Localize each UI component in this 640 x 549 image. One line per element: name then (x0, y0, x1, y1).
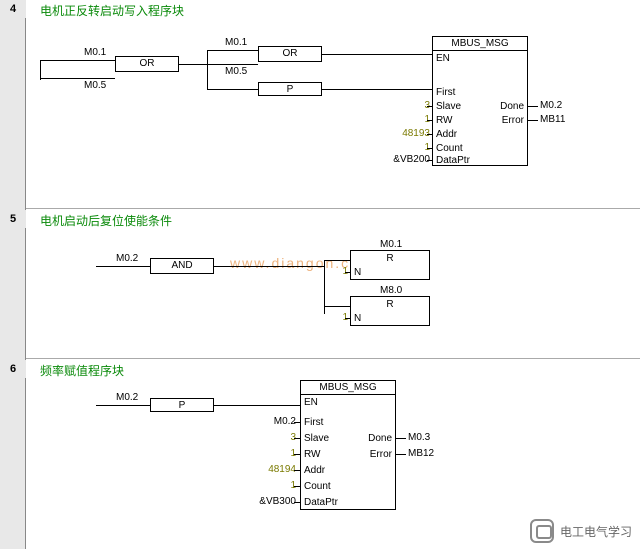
mbus-msg-2: MBUS_MSG EN First Slave RW Addr Count Da… (300, 380, 396, 510)
network-sidebar (0, 0, 26, 549)
reset-top-label: M8.0 (380, 285, 402, 296)
fb-pin-error: Error (502, 115, 524, 126)
contact-label: M0.5 (84, 80, 106, 91)
contact-label: M0.1 (225, 37, 247, 48)
reset-top-label: M0.1 (380, 239, 402, 250)
fb-pin-dataptr: DataPtr (436, 155, 470, 166)
network-title-4: 电机正反转启动写入程序块 (40, 2, 184, 19)
wire (207, 64, 258, 65)
fb-ext: 48193 (396, 128, 430, 139)
fb-title: MBUS_MSG (433, 37, 527, 51)
fb-pin-slave: Slave (304, 433, 329, 444)
wire (345, 272, 350, 273)
fb-pin-rw: RW (304, 449, 320, 460)
wire (179, 64, 207, 65)
p-gate-1: P (258, 82, 322, 96)
wire (528, 106, 538, 107)
reset-n: N (354, 267, 361, 278)
wire (396, 438, 406, 439)
wire (345, 318, 350, 319)
p-gate-2: P (150, 398, 214, 412)
fb-pin-error: Error (370, 449, 392, 460)
or-gate-1: OR (115, 56, 179, 72)
network-number-4: 4 (0, 0, 26, 18)
network-number-6: 6 (0, 360, 26, 378)
wire (96, 405, 150, 406)
contact-label: M0.1 (84, 47, 106, 58)
wire (40, 60, 41, 80)
wire (294, 454, 300, 455)
fb-pin-en: EN (436, 53, 450, 64)
fb-pin-first: First (436, 87, 455, 98)
wire (294, 502, 300, 503)
fb-ext: M0.2 (540, 100, 562, 111)
contact-label: M0.2 (116, 392, 138, 403)
fb-ext: M0.2 (266, 416, 296, 427)
wire (427, 148, 432, 149)
fb-pin-slave: Slave (436, 101, 461, 112)
wire (294, 486, 300, 487)
contact-label: M0.2 (116, 253, 138, 264)
network-number-5: 5 (0, 210, 26, 228)
fb-pin-done: Done (368, 433, 392, 444)
wire (294, 422, 300, 423)
fb-pin-count: Count (436, 143, 463, 154)
contact-label: M0.5 (225, 66, 247, 77)
reset-r: R (351, 253, 429, 264)
divider (26, 208, 640, 209)
fb-ext: MB11 (540, 114, 565, 125)
fb-ext: MB12 (408, 448, 434, 459)
wire (207, 50, 258, 51)
network-title-6: 频率赋值程序块 (40, 362, 124, 379)
wire (427, 134, 432, 135)
wire (294, 470, 300, 471)
fb-pin-dataptr: DataPtr (304, 497, 338, 508)
divider (26, 358, 640, 359)
footer-credit: 电工电气学习 (530, 519, 632, 543)
wire (214, 266, 324, 267)
and-gate-1: AND (150, 258, 214, 274)
fb-pin-count: Count (304, 481, 331, 492)
wire (322, 54, 432, 55)
wire (96, 266, 150, 267)
wire (427, 120, 432, 121)
wire (294, 438, 300, 439)
wire (214, 405, 300, 406)
wire (207, 89, 258, 90)
wire (322, 89, 432, 90)
wire (324, 260, 350, 261)
wire (427, 160, 432, 161)
fb-pin-first: First (304, 417, 323, 428)
reset-r: R (351, 299, 429, 310)
fb-ext: &VB300 (254, 496, 296, 507)
fb-ext: &VB200 (388, 154, 430, 165)
mbus-msg-1: MBUS_MSG EN First Slave RW Addr Count Da… (432, 36, 528, 166)
fb-pin-addr: Addr (304, 465, 325, 476)
wire (40, 78, 115, 79)
fb-pin-en: EN (304, 397, 318, 408)
reset-n: N (354, 313, 361, 324)
fb-pin-rw: RW (436, 115, 452, 126)
wire (207, 50, 208, 90)
network-title-5: 电机启动后复位使能条件 (40, 212, 172, 229)
wire (528, 120, 538, 121)
wire (396, 454, 406, 455)
chat-icon (530, 519, 554, 543)
wire (40, 60, 115, 61)
wire (427, 106, 432, 107)
reset-m80: R N (350, 296, 430, 326)
wire (324, 306, 350, 307)
fb-pin-addr: Addr (436, 129, 457, 140)
fb-title: MBUS_MSG (301, 381, 395, 395)
fb-pin-done: Done (500, 101, 524, 112)
fb-ext: M0.3 (408, 432, 430, 443)
reset-m01: R N (350, 250, 430, 280)
fb-ext: 48194 (262, 464, 296, 475)
or-gate-2: OR (258, 46, 322, 62)
footer-text: 电工电气学习 (560, 523, 632, 540)
